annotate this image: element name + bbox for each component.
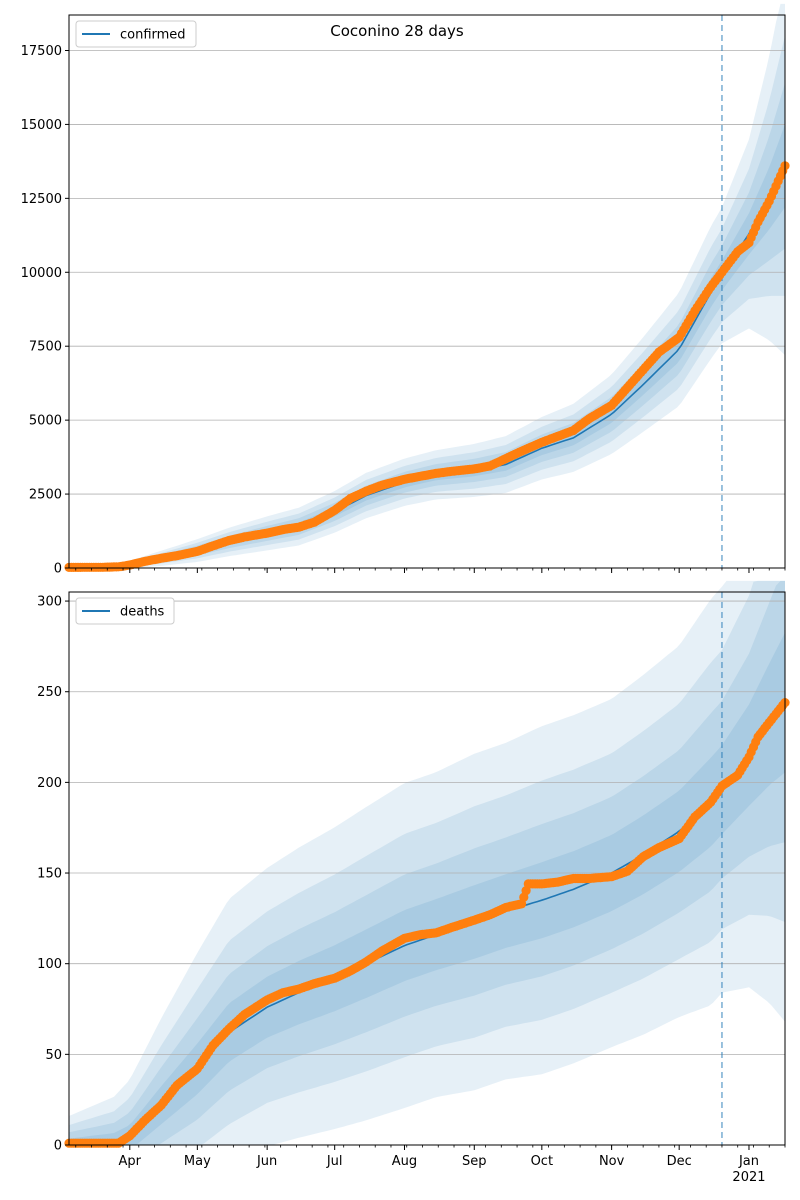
confirmed-y-axis: 0 2500 5000 7500 10000 12500 15000 17500 [21,44,69,577]
y-tick-label: 150 [37,867,62,882]
x-tick-label: May [184,1154,211,1169]
y-tick-label: 0 [54,1139,62,1154]
confirmed-gridlines [69,50,785,495]
y-tick-label: 100 [37,957,62,972]
x-tick-label: Oct [531,1154,553,1169]
y-tick-label: 300 [37,595,62,610]
y-tick-label: 12500 [21,192,62,207]
legend-box [75,597,175,625]
y-tick-label: 17500 [21,44,62,59]
deaths-y-axis: 0 50 100 150 200 250 300 [37,595,69,1154]
x-tick-label: Jun [256,1154,277,1169]
confirmed-panel: 0 2500 5000 7500 10000 12500 15000 17500 confir… [21,3,790,577]
chart-title: Coconino 28 days [330,22,464,40]
uncertainty-band-2 [69,35,785,568]
x-tick-label: Nov [599,1154,625,1169]
confirmed-x-axis [75,568,786,573]
uncertainty-band-1 [69,580,785,1145]
x-tick-label: 2021 [732,1170,765,1185]
x-tick-label: Aug [392,1154,417,1169]
legend-box [75,20,197,48]
y-tick-label: 15000 [21,118,62,133]
y-tick-label: 200 [37,776,62,791]
confirmed-uncertainty-bands [69,3,785,568]
y-tick-label: 2500 [29,488,62,503]
deaths-observed-points [64,698,790,1148]
y-tick-label: 5000 [29,414,62,429]
y-tick-label: 10000 [21,266,62,281]
y-tick-label: 250 [37,685,62,700]
deaths-panel: 0 50 100 150 200 250 300 Apr May Jun Jul Aug Sep Oct… [37,580,790,1185]
deaths-uncertainty-bands [69,580,785,1145]
deaths-gridlines [69,600,785,1055]
uncertainty-band-2 [69,580,785,1145]
confirmed-legend: confirmed [75,20,197,48]
deaths-legend: deaths [75,597,175,625]
legend-label: confirmed [120,28,186,43]
plot-frame [68,14,786,569]
confirmed-axes-frame [68,14,786,569]
x-tick-label: Apr [119,1154,142,1169]
plot-frame [68,591,786,1146]
deaths-axes-frame [68,591,786,1146]
x-tick-label: Jul [326,1154,343,1169]
y-tick-label: 0 [54,562,62,577]
uncertainty-band-3 [69,580,785,1145]
y-tick-label: 50 [45,1048,62,1063]
y-tick-label: 7500 [29,340,62,355]
x-tick-label: Dec [667,1154,692,1169]
x-tick-label: Jan [738,1154,759,1169]
legend-label: deaths [120,605,165,620]
confirmed-observed-points [64,161,790,573]
x-tick-label: Sep [462,1154,487,1169]
uncertainty-band-1 [69,3,785,568]
